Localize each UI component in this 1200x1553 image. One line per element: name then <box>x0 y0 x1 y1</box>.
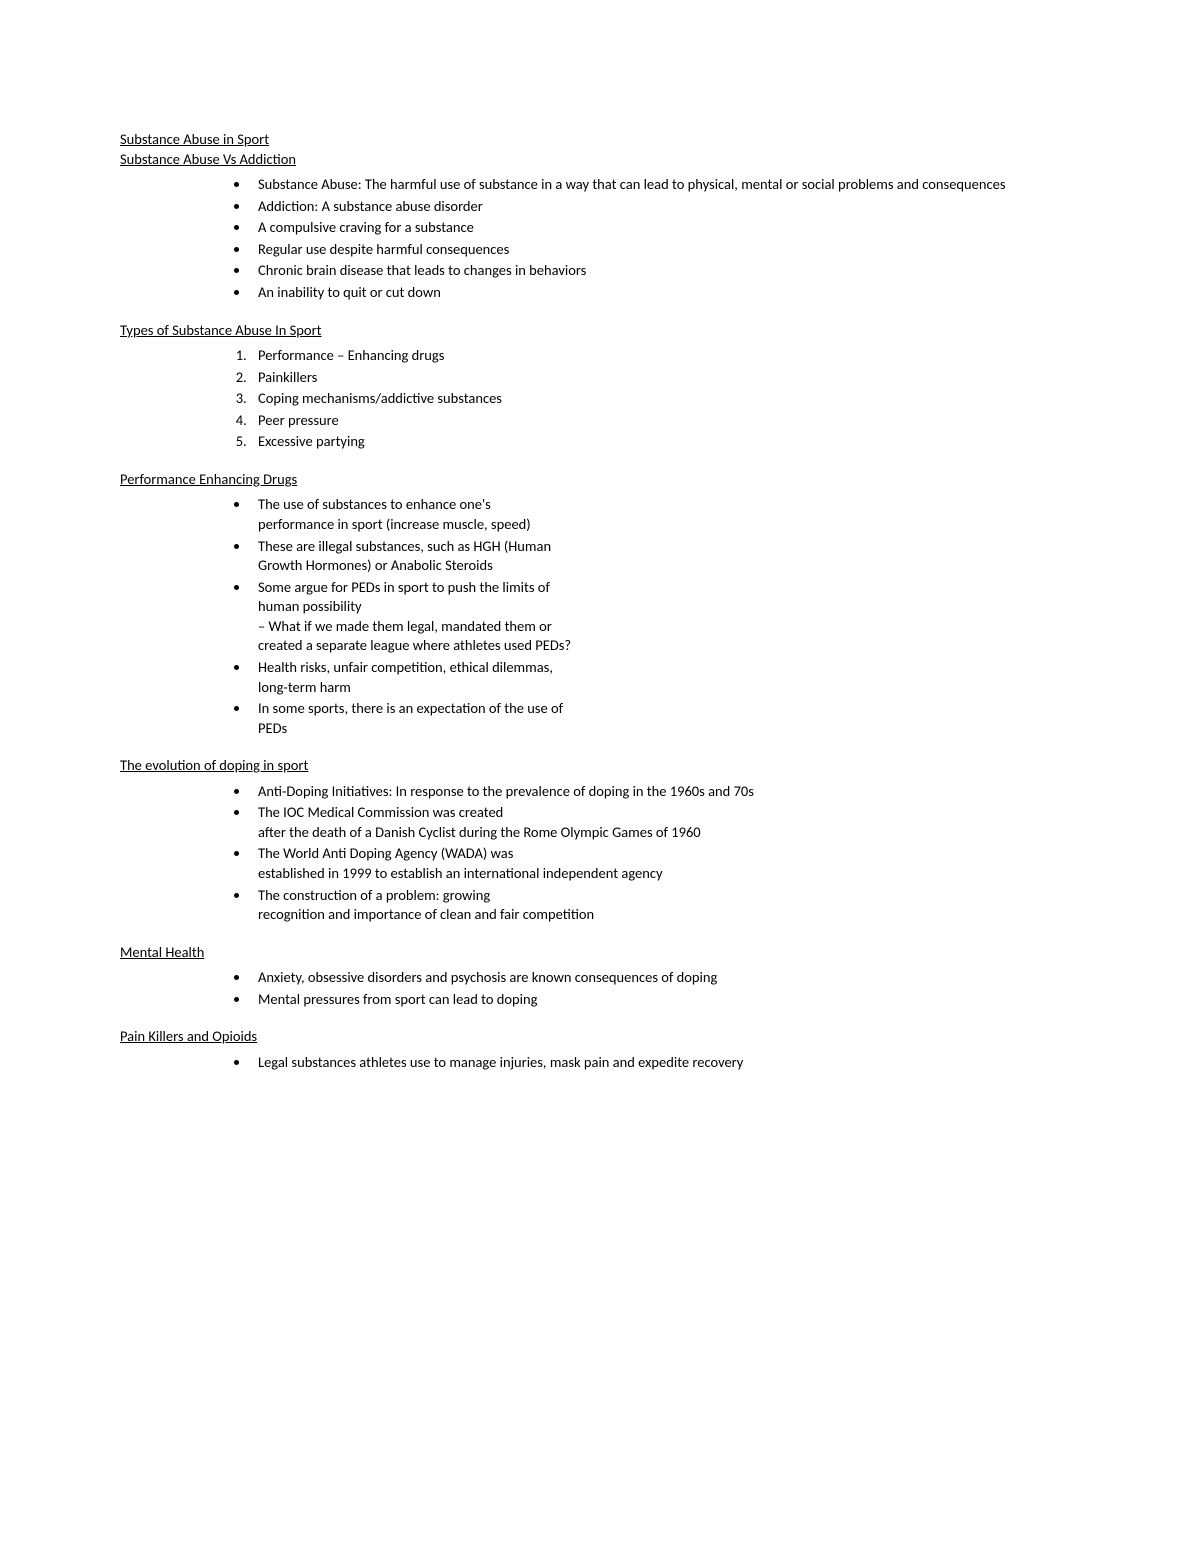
list-item: Painkillers <box>250 368 1080 388</box>
item-sub: long-term harm <box>258 678 1080 698</box>
item-text: These are illegal substances, such as HG… <box>258 537 551 555</box>
item-sub: human possibility <box>258 597 1080 617</box>
list-item: Chronic brain disease that leads to chan… <box>250 261 1080 281</box>
item-sub: Growth Hormones) or Anabolic Steroids <box>258 556 1080 576</box>
list-item: Excessive partying <box>250 432 1080 452</box>
list-item: A compulsive craving for a substance <box>250 218 1080 238</box>
section-6-heading: Pain Killers and Opioids <box>120 1027 1080 1047</box>
item-text: The use of substances to enhance one's <box>258 495 491 513</box>
list-item: The use of substances to enhance one's p… <box>250 495 1080 534</box>
item-sub: established in 1999 to establish an inte… <box>258 864 1080 884</box>
section-4-list: Anti-Doping Initiatives: In response to … <box>120 782 1080 925</box>
list-item: Regular use despite harmful consequences <box>250 240 1080 260</box>
list-item: The World Anti Doping Agency (WADA) was … <box>250 844 1080 883</box>
section-2-heading: Types of Substance Abuse In Sport <box>120 321 1080 341</box>
item-text: In some sports, there is an expectation … <box>258 699 563 717</box>
list-item: Coping mechanisms/addictive substances <box>250 389 1080 409</box>
item-sub: created a separate league where athletes… <box>258 636 1080 656</box>
list-item: Substance Abuse: The harmful use of subs… <box>250 175 1080 195</box>
title-line-2: Substance Abuse Vs Addiction <box>120 150 1080 170</box>
list-item: Anti-Doping Initiatives: In response to … <box>250 782 1080 802</box>
item-sub: after the death of a Danish Cyclist duri… <box>258 823 1080 843</box>
list-item: Addiction: A substance abuse disorder <box>250 197 1080 217</box>
list-item: These are illegal substances, such as HG… <box>250 537 1080 576</box>
item-sub: recognition and importance of clean and … <box>258 905 1080 925</box>
list-item: An inability to quit or cut down <box>250 283 1080 303</box>
section-3-heading: Performance Enhancing Drugs <box>120 470 1080 490</box>
list-item: Legal substances athletes use to manage … <box>250 1053 1080 1073</box>
title-line-1: Substance Abuse in Sport <box>120 130 1080 150</box>
list-item: Mental pressures from sport can lead to … <box>250 990 1080 1010</box>
item-text: The World Anti Doping Agency (WADA) was <box>258 844 513 862</box>
section-5-heading: Mental Health <box>120 943 1080 963</box>
document-page: Substance Abuse in Sport Substance Abuse… <box>0 0 1200 1553</box>
section-1-list: Substance Abuse: The harmful use of subs… <box>120 175 1080 302</box>
item-text: The construction of a problem: growing <box>258 886 490 904</box>
section-4-heading: The evolution of doping in sport <box>120 756 1080 776</box>
list-item: In some sports, there is an expectation … <box>250 699 1080 738</box>
item-text: The IOC Medical Commission was created <box>258 803 503 821</box>
section-3-list: The use of substances to enhance one's p… <box>120 495 1080 738</box>
list-item: The construction of a problem: growing r… <box>250 886 1080 925</box>
list-item: Anxiety, obsessive disorders and psychos… <box>250 968 1080 988</box>
list-item: Performance – Enhancing drugs <box>250 346 1080 366</box>
list-item: Some argue for PEDs in sport to push the… <box>250 578 1080 656</box>
item-text: Health risks, unfair competition, ethica… <box>258 658 553 676</box>
list-item: The IOC Medical Commission was created a… <box>250 803 1080 842</box>
item-text: Some argue for PEDs in sport to push the… <box>258 578 550 596</box>
section-2-list: Performance – Enhancing drugs Painkiller… <box>120 346 1080 452</box>
section-6-list: Legal substances athletes use to manage … <box>120 1053 1080 1073</box>
list-item: Peer pressure <box>250 411 1080 431</box>
item-sub: – What if we made them legal, mandated t… <box>258 617 1080 637</box>
item-sub: PEDs <box>258 719 1080 739</box>
item-sub: performance in sport (increase muscle, s… <box>258 515 1080 535</box>
list-item: Health risks, unfair competition, ethica… <box>250 658 1080 697</box>
section-5-list: Anxiety, obsessive disorders and psychos… <box>120 968 1080 1009</box>
item-text: Anti-Doping Initiatives: In response to … <box>258 782 754 800</box>
